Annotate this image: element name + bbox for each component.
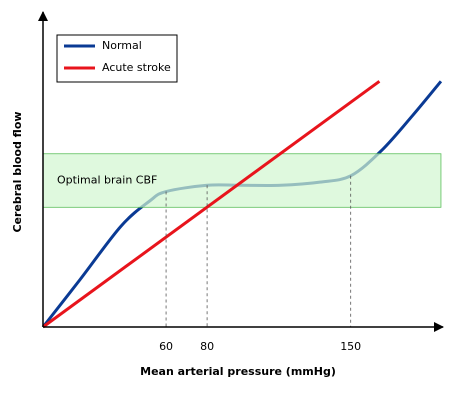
band-label: Optimal brain CBF — [57, 174, 157, 187]
legend-label: Acute stroke — [102, 61, 171, 74]
legend-box — [56, 34, 178, 83]
legend-label: Normal — [102, 39, 142, 52]
legend: Normal Acute stroke — [64, 39, 171, 74]
y-axis-label: Cerebral blood flow — [11, 111, 24, 232]
x-axis-label: Mean arterial pressure (mmHg) — [140, 365, 336, 378]
over-layer — [42, 80, 381, 329]
series-line — [42, 80, 381, 329]
x-tick-label: 80 — [200, 340, 214, 353]
x-tick-label: 60 — [159, 340, 173, 353]
x-tick-label: 150 — [340, 340, 361, 353]
